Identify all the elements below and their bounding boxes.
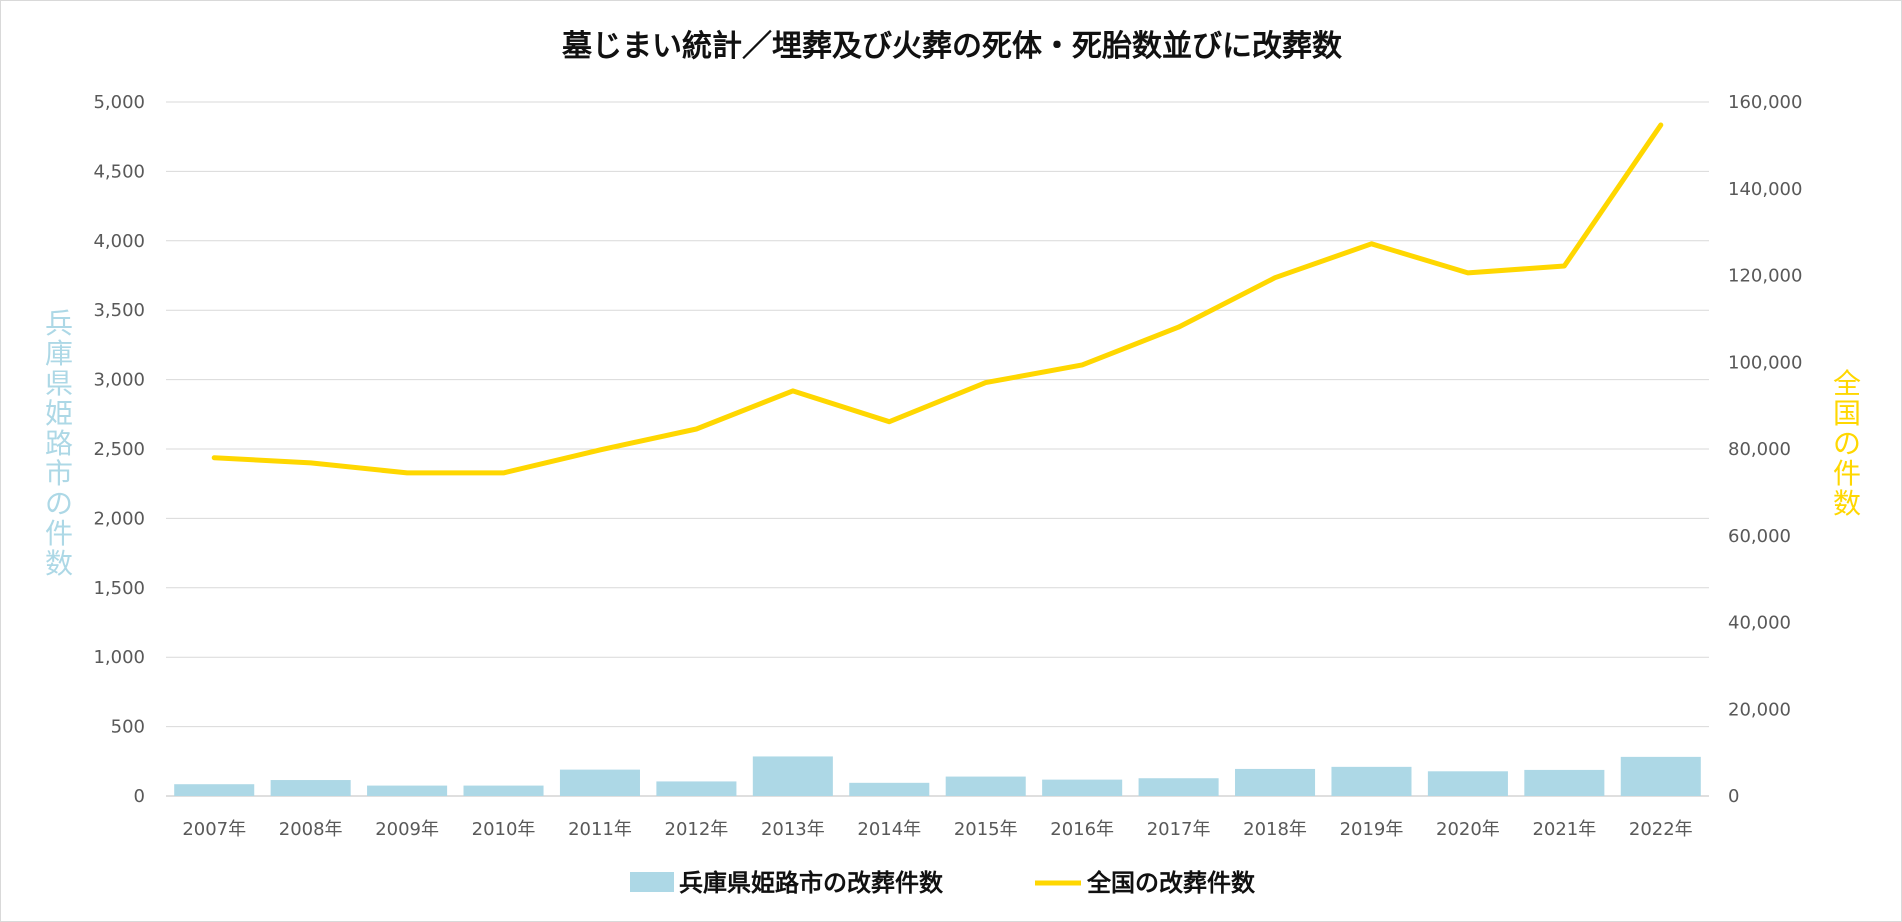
bar-mark: [1235, 768, 1316, 796]
legend: 兵庫県姫路市の改葬件数 全国の改葬件数: [630, 869, 1256, 897]
bar-mark: [1331, 766, 1412, 796]
legend-label-bar: 兵庫県姫路市の改葬件数: [679, 869, 944, 897]
line-mark: [211, 122, 1664, 476]
left-tick-label: 1,500: [93, 578, 145, 599]
x-tick-label: 2011年: [568, 819, 632, 840]
x-tick-label: 2010年: [472, 819, 536, 840]
x-tick-label: 2012年: [665, 819, 729, 840]
x-tick-label: 2007年: [182, 819, 246, 840]
bar-mark: [1427, 771, 1508, 796]
gridlines: [166, 101, 1709, 797]
bar-mark: [1138, 778, 1219, 796]
right-tick-label: 140,000: [1728, 179, 1802, 200]
left-tick-label: 5,000: [93, 92, 145, 113]
bar-mark: [656, 781, 737, 796]
right-tick-label: 100,000: [1728, 352, 1802, 373]
bar-mark: [752, 756, 833, 796]
x-tick-label: 2020年: [1436, 819, 1500, 840]
x-tick-label: 2017年: [1147, 819, 1211, 840]
legend-swatch-bar: [630, 872, 674, 892]
left-axis-ticks: 0 500 1,000 1,500 2,000 2,500 3,000 3,500 4,000 4…: [93, 92, 145, 807]
bar-mark: [1042, 779, 1123, 796]
left-tick-label: 2,000: [93, 508, 145, 529]
right-tick-label: 20,000: [1728, 699, 1791, 720]
left-tick-label: 2,500: [93, 439, 145, 460]
x-tick-label: 2019年: [1340, 819, 1404, 840]
bar-mark: [270, 780, 351, 796]
chart-title: 墓じまい統計／埋葬及び火葬の死体・死胎数並びに改葬数: [561, 29, 1343, 64]
right-tick-label: 0: [1728, 786, 1739, 807]
left-axis-label: 兵庫県姫路市の件数: [45, 307, 73, 580]
right-tick-label: 60,000: [1728, 526, 1791, 547]
legend-label-line: 全国の改葬件数: [1086, 869, 1256, 897]
bar-mark: [174, 784, 255, 796]
bar-mark: [849, 782, 930, 796]
x-tick-label: 2015年: [954, 819, 1018, 840]
right-axis-label: 全国の件数: [1833, 367, 1861, 520]
line-series: [211, 122, 1664, 476]
right-tick-label: 160,000: [1728, 92, 1802, 113]
x-tick-label: 2013年: [761, 819, 825, 840]
x-tick-label: 2021年: [1532, 819, 1596, 840]
bar-series: [174, 756, 1701, 796]
bar-mark: [1524, 769, 1605, 796]
left-tick-label: 0: [134, 786, 145, 807]
x-tick-label: 2018年: [1243, 819, 1307, 840]
x-tick-label: 2008年: [279, 819, 343, 840]
left-tick-label: 1,000: [93, 647, 145, 668]
x-tick-label: 2016年: [1050, 819, 1114, 840]
x-tick-label: 2014年: [857, 819, 921, 840]
bar-mark: [945, 776, 1026, 796]
right-tick-label: 80,000: [1728, 439, 1791, 460]
bar-mark: [463, 785, 544, 796]
left-tick-label: 4,000: [93, 231, 145, 252]
left-tick-label: 3,500: [93, 300, 145, 321]
bar-mark: [367, 785, 448, 796]
right-tick-label: 120,000: [1728, 266, 1802, 287]
left-tick-label: 500: [111, 717, 145, 738]
x-tick-label: 2009年: [375, 819, 439, 840]
left-tick-label: 3,000: [93, 370, 145, 391]
bar-mark: [559, 769, 640, 796]
x-tick-label: 2022年: [1629, 819, 1693, 840]
left-tick-label: 4,500: [93, 161, 145, 182]
right-tick-label: 40,000: [1728, 613, 1791, 634]
bar-mark: [1620, 756, 1701, 796]
x-axis-ticks: 2007年 2008年 2009年 2010年 2011年 2012年 2013年 2014年…: [182, 819, 1692, 840]
right-axis-ticks: 0 20,000 40,000 60,000 80,000 100,000 120,000 1…: [1728, 92, 1802, 807]
